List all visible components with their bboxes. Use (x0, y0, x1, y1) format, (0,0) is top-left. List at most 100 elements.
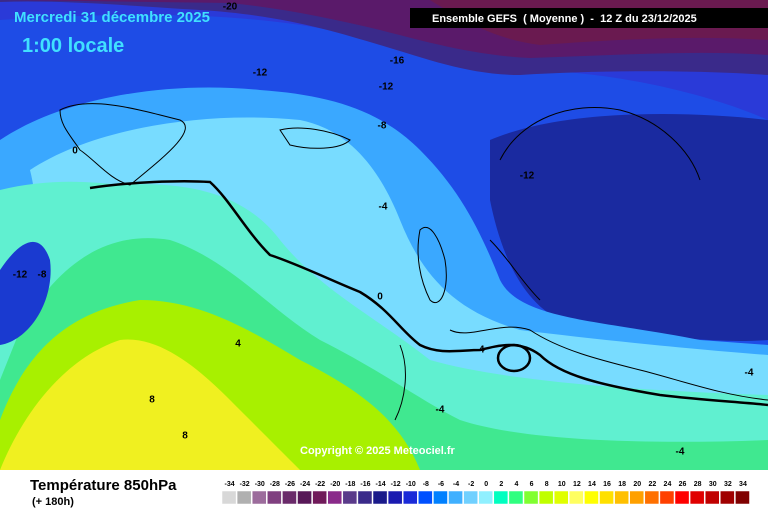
contour-label: -4 (476, 345, 485, 356)
legend-swatch (282, 490, 297, 505)
coastline (417, 227, 447, 303)
contour-labels: -20 -16 -12 -12 -8 0 -12 -4 -12 -8 0 -4 4 8 8 -4 -4 -4 (13, 2, 754, 458)
legend-label: -30 (255, 481, 265, 488)
contour-label: -12 (379, 82, 394, 93)
legend-swatch (569, 490, 584, 505)
legend-label: -2 (468, 481, 474, 488)
legend-swatch (553, 490, 569, 505)
legend-swatch (538, 490, 554, 505)
legend-label: -10 (406, 481, 416, 488)
legend-swatch (659, 490, 675, 505)
legend-swatch (493, 490, 509, 505)
contour-label: 8 (149, 395, 155, 406)
contour-label: -12 (13, 270, 28, 281)
legend-label: 6 (530, 481, 534, 488)
legend-swatch (735, 490, 750, 505)
cold-zone (490, 114, 768, 341)
legend-swatch (674, 490, 690, 505)
run-box (410, 8, 768, 28)
legend-label: 0 (484, 481, 488, 488)
contour-label: 0 (72, 146, 78, 157)
contour-label: -4 (379, 202, 388, 213)
legend-swatch (267, 490, 282, 505)
contour-label: -4 (436, 405, 445, 416)
legend-swatch (584, 490, 599, 505)
run-info: Ensemble GEFS ( Moyenne ) - 12 Z du 23/1… (432, 13, 697, 25)
map: -20 -16 -12 -12 -8 0 -12 -4 -12 -8 0 -4 4 8 8 -4 -4 -4 Me… (0, 0, 768, 470)
legend-label: -8 (423, 481, 429, 488)
legend-label: -4 (453, 481, 459, 488)
contour-label: -8 (38, 270, 47, 281)
legend-swatch (372, 490, 388, 505)
legend-label: -26 (285, 481, 295, 488)
legend-label: 10 (558, 481, 566, 488)
contour-label: -4 (745, 368, 754, 379)
legend-label: -14 (375, 481, 385, 488)
zero-isotherm (496, 343, 532, 373)
legend-label: 4 (514, 481, 518, 488)
warm-zone (0, 339, 300, 470)
legend-swatch (463, 490, 478, 505)
legend-label: -24 (300, 481, 310, 488)
legend-swatch (523, 490, 539, 505)
legend-label: -6 (438, 481, 444, 488)
color-legend: -34 -32 -30 -28 -26 -24 -22 -20 -18 -16 -14 -12 -10-… (221, 481, 750, 505)
legend-swatch (387, 490, 403, 505)
legend-swatch (689, 490, 705, 505)
local-time: 1:00 locale (22, 35, 124, 57)
legend-label: 2 (499, 481, 503, 488)
coastline (449, 106, 768, 401)
legend-swatch (508, 490, 524, 505)
legend-label: 24 (664, 481, 672, 488)
legend-label: 30 (709, 481, 717, 488)
legend-swatch (297, 490, 312, 505)
contour-label: -4 (676, 447, 685, 458)
legend-swatch (312, 490, 327, 505)
copyright: Copyright © 2025 Meteociel.fr (300, 445, 456, 457)
legend-label: -34 (224, 481, 234, 488)
legend-label: 8 (545, 481, 549, 488)
legend-label: 28 (694, 481, 702, 488)
legend-label: 26 (679, 481, 687, 488)
coastline (279, 127, 351, 149)
legend-label: -22 (315, 481, 325, 488)
legend-swatch (629, 490, 645, 505)
legend-swatch (342, 490, 358, 505)
cold-zone (0, 241, 51, 345)
legend-label: 20 (633, 481, 641, 488)
legend-label: -16 (360, 481, 370, 488)
legend-swatch (236, 490, 252, 505)
legend-swatch (448, 490, 463, 505)
legend-swatch (720, 490, 735, 505)
legend-label: 16 (603, 481, 611, 488)
legend-label: 14 (588, 481, 596, 488)
contour-label: 0 (377, 292, 383, 303)
contour-label: -12 (253, 68, 268, 79)
legend-swatch (402, 490, 418, 505)
coastline (59, 103, 186, 186)
legend-label: 12 (573, 481, 581, 488)
contour-label: -20 (223, 2, 238, 13)
legend-label: -18 (345, 481, 355, 488)
legend-label: -12 (391, 481, 401, 488)
variable-title: Température 850hPa (30, 477, 177, 494)
coastline (394, 239, 541, 421)
legend-swatch (357, 490, 373, 505)
legend-label: 22 (648, 481, 656, 488)
map-title: Mercredi 31 décembre 2025 (14, 9, 210, 26)
legend-swatch (251, 490, 267, 505)
contour-label: 8 (182, 431, 188, 442)
contour-label: 4 (235, 339, 241, 350)
legend-label: -28 (270, 481, 280, 488)
lead-time: (+ 180h) (32, 496, 74, 508)
legend-swatch (221, 490, 237, 505)
legend-label: 18 (618, 481, 626, 488)
contour-label: -16 (390, 56, 405, 67)
legend-swatch (327, 490, 343, 505)
legend-swatch (478, 490, 494, 505)
legend-swatch (418, 490, 433, 505)
zero-isotherm (89, 180, 768, 407)
legend-label: 32 (724, 481, 732, 488)
